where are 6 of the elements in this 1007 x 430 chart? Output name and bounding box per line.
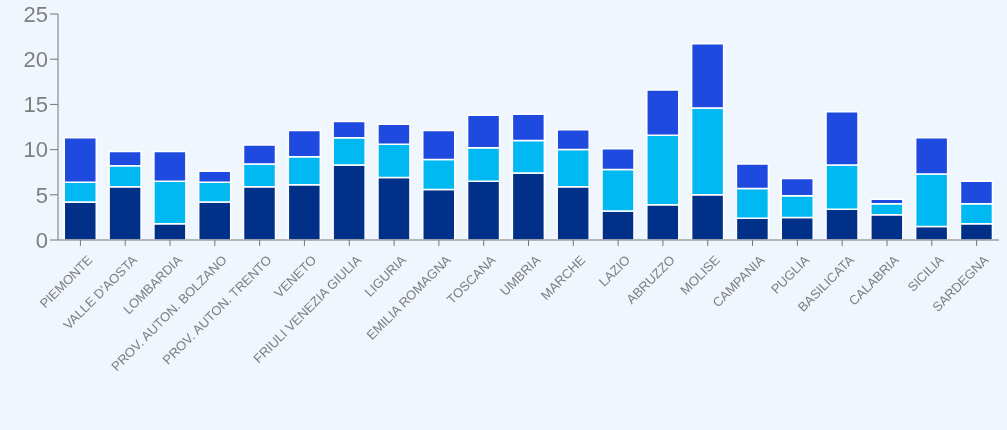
y-tick-label: 5 bbox=[35, 182, 48, 208]
y-tick-label: 20 bbox=[23, 47, 48, 73]
y-tick-label: 25 bbox=[23, 1, 48, 27]
y-tick-label: 15 bbox=[23, 92, 48, 118]
y-tick-label: 0 bbox=[35, 227, 48, 253]
y-tick-label: 10 bbox=[23, 137, 48, 163]
